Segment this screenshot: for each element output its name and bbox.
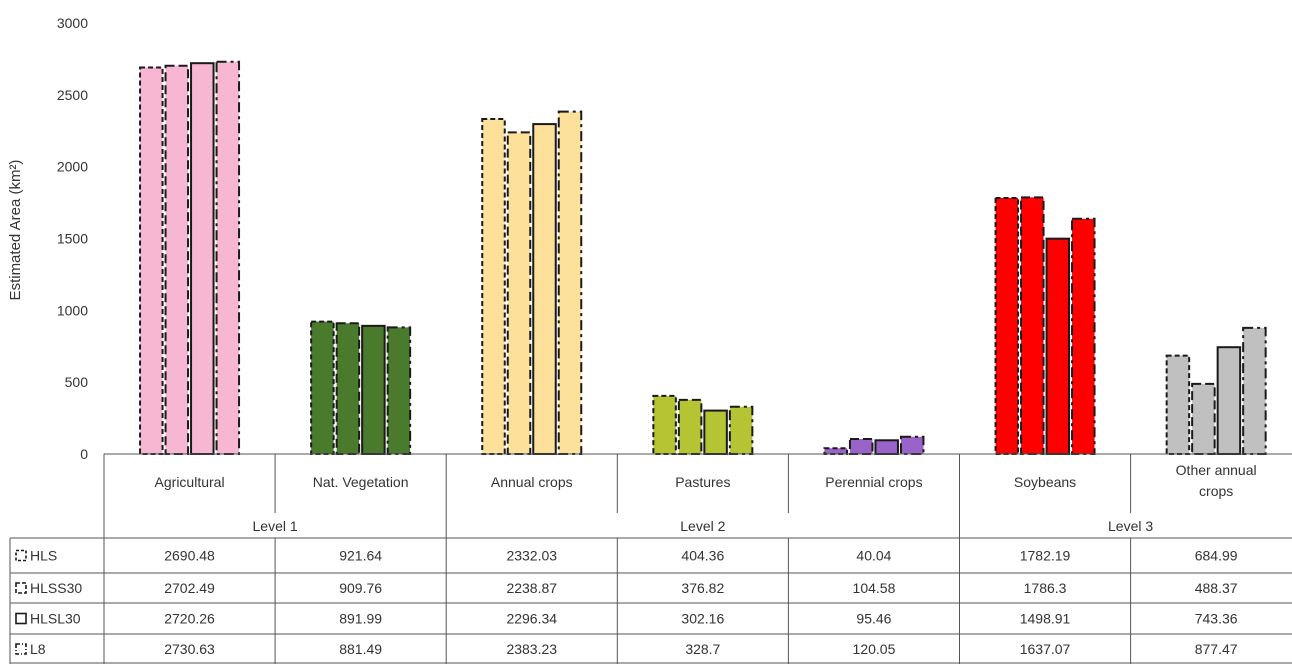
- bar-annual-crops-hlsl30: [532, 123, 557, 455]
- bar-perennial-crops-hlsl30: [874, 439, 899, 456]
- bar-pastures-l8: [728, 405, 754, 455]
- table-value-l8-other-annual-crops: 877.47: [1195, 641, 1238, 657]
- legend-label-hlss30: HLSS30: [30, 580, 82, 596]
- bar-perennial-crops-hlss30: [848, 437, 874, 456]
- table-value-l8-perennial-crops: 120.05: [853, 641, 896, 657]
- table-value-hlsl30-annual-crops: 2296.34: [506, 611, 557, 627]
- legend-label-l8: L8: [30, 641, 46, 657]
- y-tick-label: 1000: [57, 302, 88, 318]
- bar-pastures-hls: [652, 394, 677, 456]
- bar-annual-crops-l8: [557, 110, 583, 456]
- table-value-hlss30-soybeans: 1786.3: [1024, 580, 1067, 596]
- bar-soybeans-hls: [994, 196, 1020, 455]
- bar-pastures-hlsl30: [703, 409, 728, 456]
- y-tick-label: 2500: [57, 87, 88, 103]
- bar-soybeans-hlsl30: [1045, 237, 1071, 455]
- table-value-hls-annual-crops: 2332.03: [506, 548, 557, 564]
- bar-agricultural-hlss30: [164, 64, 190, 455]
- bar-nat-vegetation-hlsl30: [361, 324, 386, 455]
- plot-area: [139, 60, 1267, 456]
- table-value-hlsl30-other-annual-crops: 743.36: [1195, 611, 1238, 627]
- table-value-hlss30-agricultural: 2702.49: [164, 580, 215, 596]
- table-value-hls-nat-vegetation: 921.64: [339, 548, 382, 564]
- bar-other-annual-crops-hlss30: [1191, 382, 1216, 456]
- y-tick-label: 0: [80, 446, 88, 462]
- table-value-hls-agricultural: 2690.48: [164, 548, 215, 564]
- table-value-l8-agricultural: 2730.63: [164, 641, 215, 657]
- y-axis-ticks: 0 500 1000 1500 2000 2500 3000: [57, 15, 88, 462]
- table-value-hlsl30-agricultural: 2720.26: [164, 611, 215, 627]
- y-tick-label: 500: [65, 374, 89, 390]
- bar-nat-vegetation-hlss30: [335, 322, 361, 456]
- bar-other-annual-crops-hls: [1165, 354, 1191, 456]
- table-value-hls-other-annual-crops: 684.99: [1195, 548, 1238, 564]
- y-tick-label: 2000: [57, 159, 88, 175]
- table-value-hlss30-pastures: 376.82: [681, 580, 724, 596]
- bar-nat-vegetation-hls: [310, 320, 335, 456]
- table-value-hlss30-nat-vegetation: 909.76: [339, 580, 382, 596]
- data-table: Level 1 Level 2 Level 3 Agricultural Nat. Ve…: [9, 453, 1292, 664]
- table-value-l8-pastures: 328.7: [685, 641, 720, 657]
- category-label-pastures: Pastures: [675, 474, 730, 490]
- table-value-hlsl30-soybeans: 1498.91: [1020, 611, 1071, 627]
- table-value-l8-soybeans: 1637.07: [1020, 641, 1071, 657]
- legend-key-hls: [15, 549, 27, 562]
- category-label-perennial-crops: Perennial crops: [825, 474, 922, 490]
- bar-perennial-crops-hls: [823, 447, 848, 456]
- y-tick-label: 3000: [57, 15, 88, 31]
- table-value-l8-nat-vegetation: 881.49: [339, 641, 382, 657]
- y-axis-label: Estimated Area (km²): [7, 160, 24, 301]
- legend-label-hls: HLS: [30, 548, 57, 564]
- table-value-hlss30-perennial-crops: 104.58: [853, 580, 896, 596]
- table-value-hls-perennial-crops: 40.04: [856, 548, 891, 564]
- table-value-hlss30-annual-crops: 2238.87: [506, 580, 557, 596]
- bar-annual-crops-hls: [481, 117, 506, 455]
- table-value-hlsl30-nat-vegetation: 891.99: [339, 611, 382, 627]
- bar-other-annual-crops-l8: [1242, 326, 1267, 455]
- legend-label-hlsl30: HLSL30: [30, 611, 81, 627]
- group-label-level-3: Level 3: [1108, 518, 1153, 534]
- bar-perennial-crops-l8: [899, 435, 925, 455]
- bar-agricultural-hlsl30: [190, 62, 215, 456]
- bar-annual-crops-hlss30: [506, 131, 532, 456]
- group-label-level-1: Level 1: [253, 518, 298, 534]
- legend-key-l8: [15, 643, 27, 655]
- bar-soybeans-l8: [1071, 217, 1096, 455]
- category-label-other-annual-crops: Other annual crops: [1176, 462, 1257, 499]
- table-value-hlss30-other-annual-crops: 488.37: [1195, 580, 1238, 596]
- bar-soybeans-hlss30: [1020, 196, 1045, 456]
- table-value-hls-soybeans: 1782.19: [1020, 548, 1071, 564]
- table-value-hlsl30-pastures: 302.16: [681, 611, 724, 627]
- bar-agricultural-l8: [215, 60, 241, 455]
- y-tick-label: 1500: [57, 231, 88, 247]
- table-value-hlsl30-perennial-crops: 95.46: [856, 611, 891, 627]
- bar-nat-vegetation-l8: [386, 326, 412, 456]
- legend-key-hlsl30: [15, 612, 27, 625]
- category-label-nat-vegetation: Nat. Vegetation: [313, 474, 409, 490]
- group-label-level-2: Level 2: [680, 518, 725, 534]
- bar-agricultural-hls: [139, 66, 164, 455]
- category-label-agricultural: Agricultural: [155, 474, 225, 490]
- bar-pastures-hlss30: [677, 398, 703, 455]
- legend-key-hlss30: [15, 582, 27, 594]
- table-value-hls-pastures: 404.36: [681, 548, 724, 564]
- bar-other-annual-crops-hlsl30: [1216, 346, 1242, 455]
- table-value-l8-annual-crops: 2383.23: [506, 641, 557, 657]
- category-label-annual-crops: Annual crops: [491, 474, 573, 490]
- category-label-soybeans: Soybeans: [1014, 474, 1076, 490]
